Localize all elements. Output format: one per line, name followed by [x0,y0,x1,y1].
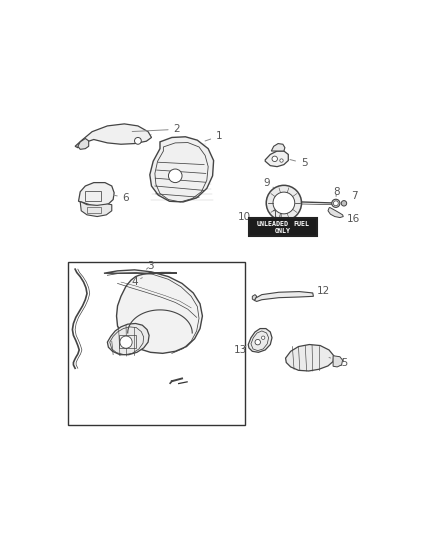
Circle shape [332,199,340,207]
Bar [119,335,135,348]
Circle shape [273,192,295,214]
Text: 2: 2 [132,124,180,134]
Text: 9: 9 [264,177,274,188]
Text: 5: 5 [290,158,307,168]
Polygon shape [75,124,152,148]
Circle shape [169,169,182,183]
Circle shape [255,340,261,345]
Polygon shape [252,295,257,301]
Text: 13: 13 [234,345,247,355]
Text: 4: 4 [131,277,142,287]
Text: 6: 6 [113,193,129,203]
FancyBboxPatch shape [249,218,317,236]
Circle shape [280,159,283,162]
Polygon shape [328,207,343,217]
Circle shape [261,336,265,340]
Circle shape [272,156,277,161]
Bar [68,262,245,425]
Circle shape [341,200,346,206]
Circle shape [266,185,301,221]
Text: 10: 10 [237,212,251,229]
Text: 16: 16 [340,214,360,224]
Text: 7: 7 [345,191,357,203]
Text: UNLEADED: UNLEADED [257,221,289,227]
Text: 12: 12 [311,286,330,296]
Polygon shape [333,356,343,367]
Polygon shape [150,137,214,202]
Circle shape [333,201,338,206]
Bar [87,207,101,213]
Polygon shape [80,202,112,216]
Polygon shape [107,324,149,354]
Text: FUEL: FUEL [293,221,310,227]
Text: 11: 11 [272,210,285,220]
Text: 15: 15 [329,358,349,368]
Polygon shape [248,328,272,352]
Polygon shape [254,292,314,302]
Polygon shape [271,143,285,151]
Bar [85,191,101,201]
Polygon shape [286,344,334,371]
Polygon shape [78,183,114,206]
Polygon shape [265,151,288,167]
Circle shape [120,336,132,348]
Polygon shape [104,270,202,353]
Text: 3: 3 [146,261,154,271]
Text: 1: 1 [205,131,223,141]
Text: ONLY: ONLY [275,228,291,233]
Text: 8: 8 [333,187,340,197]
Polygon shape [78,139,88,149]
Circle shape [134,138,141,144]
